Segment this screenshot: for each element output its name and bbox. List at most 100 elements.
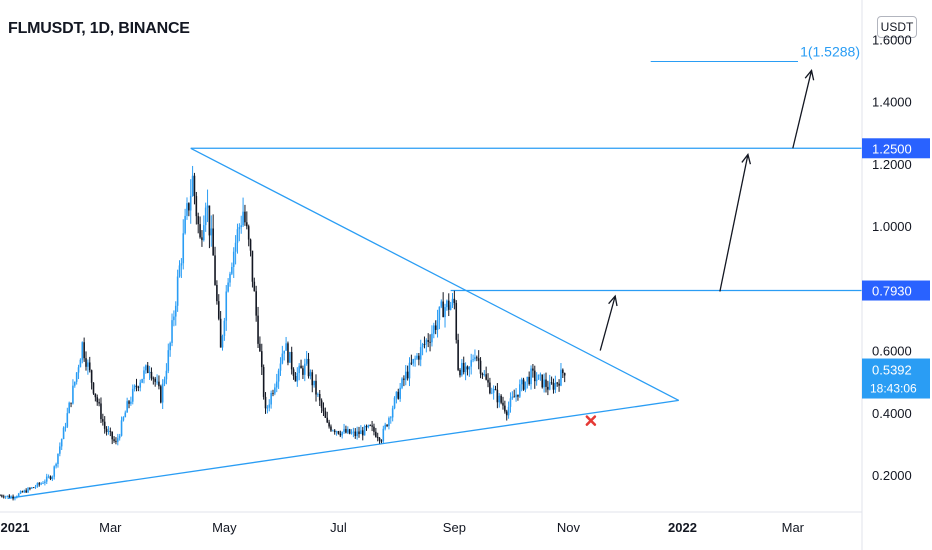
candle-body (449, 305, 452, 310)
currency-button[interactable]: USDT (877, 16, 917, 38)
current-price-label: 0.5392 (872, 363, 912, 378)
candle-body (232, 251, 235, 267)
candle-body (442, 301, 444, 318)
annotations-layer (585, 69, 815, 426)
candle-body (339, 433, 342, 436)
candle-body (62, 427, 65, 440)
candle-body (64, 426, 67, 428)
candle-body (425, 340, 428, 345)
candle-body (21, 491, 24, 493)
candle-body (438, 306, 441, 321)
candle-body (277, 370, 280, 382)
candle-body (167, 350, 170, 371)
candle-body (60, 439, 63, 447)
candle-body (532, 368, 534, 371)
candle-body (416, 355, 418, 359)
candle-body (199, 224, 201, 238)
candle-body (429, 341, 431, 343)
candle-body (496, 389, 499, 403)
candle-body (244, 211, 246, 223)
candle-body (137, 387, 140, 388)
candle-body (217, 301, 220, 319)
chart-title: FLMUSDT, 1D, BINANCE (8, 20, 190, 37)
candle-body (511, 396, 514, 399)
candle-body (419, 347, 422, 360)
arrow-head-icon (608, 294, 618, 307)
candle-body (4, 496, 7, 498)
candle-body (158, 381, 160, 387)
candle-body (522, 379, 525, 390)
candle-body (150, 371, 153, 379)
candle-body (548, 382, 551, 390)
candle-body (36, 483, 39, 487)
candle-body (412, 359, 415, 364)
candle-body (490, 392, 493, 394)
candle-body (6, 495, 9, 497)
candle-body (208, 205, 211, 236)
candle-body (554, 382, 557, 390)
candle-body (318, 394, 321, 401)
candle-body (281, 353, 284, 364)
candle-body (485, 374, 487, 380)
candle-body (251, 250, 254, 282)
candle-body (537, 374, 540, 380)
candle-body (367, 425, 370, 428)
candle-body (272, 393, 274, 394)
candle-body (240, 225, 243, 228)
candle-body (423, 344, 426, 346)
candle-body (264, 396, 267, 409)
candle-body (365, 426, 368, 428)
y-tick-label: 0.6000 (872, 344, 912, 359)
candle-body (476, 357, 478, 359)
candle-body (481, 373, 484, 376)
candle-body (279, 363, 282, 371)
candle-body (171, 320, 173, 343)
candle-body (498, 395, 501, 403)
candle-body (360, 430, 362, 435)
candle-body (530, 368, 532, 385)
candle-body (160, 386, 162, 403)
candle-body (173, 316, 175, 321)
time-axis[interactable]: 2021 Mar May Jul Sep Nov 2022 Mar (0, 511, 862, 535)
candle-body (462, 362, 465, 373)
candle-body (541, 374, 544, 388)
candle-body (59, 446, 61, 454)
candle-body (509, 398, 512, 407)
price-axis[interactable]: 1.60001.40001.20001.00000.80000.60000.40… (861, 0, 912, 550)
candle-body (109, 430, 112, 432)
candle-body (191, 175, 194, 196)
candle-body (266, 407, 269, 409)
candle-body (556, 382, 559, 384)
candle-body (389, 417, 392, 419)
candle-body (212, 228, 214, 256)
candle-body (130, 401, 132, 404)
y-tick-label: 1.6000 (872, 32, 912, 47)
candle-body (145, 365, 147, 371)
candle-body (19, 491, 22, 494)
candle-body (23, 490, 26, 493)
candle-body (311, 372, 314, 386)
candle-body (378, 438, 381, 441)
candle-body (90, 370, 93, 383)
candle-body (421, 344, 424, 348)
candle-body (42, 483, 44, 484)
candle-body (307, 358, 310, 377)
candle-body (539, 374, 542, 376)
candle-body (524, 381, 527, 390)
candle-body (120, 420, 123, 436)
candle-body (343, 429, 345, 432)
candle-body (79, 359, 82, 368)
projection-arrow-line (719, 154, 749, 292)
candle-body (507, 406, 510, 416)
arrow-head-icon (741, 153, 752, 165)
candle-body (358, 431, 360, 435)
candle-body (219, 318, 222, 348)
projection-arrow-line (792, 70, 813, 149)
candle-body (100, 403, 102, 420)
candle-body (139, 382, 142, 388)
candle-body (369, 425, 372, 426)
candle-body (502, 402, 504, 406)
candle-body (526, 376, 529, 382)
candle-body (27, 488, 29, 493)
